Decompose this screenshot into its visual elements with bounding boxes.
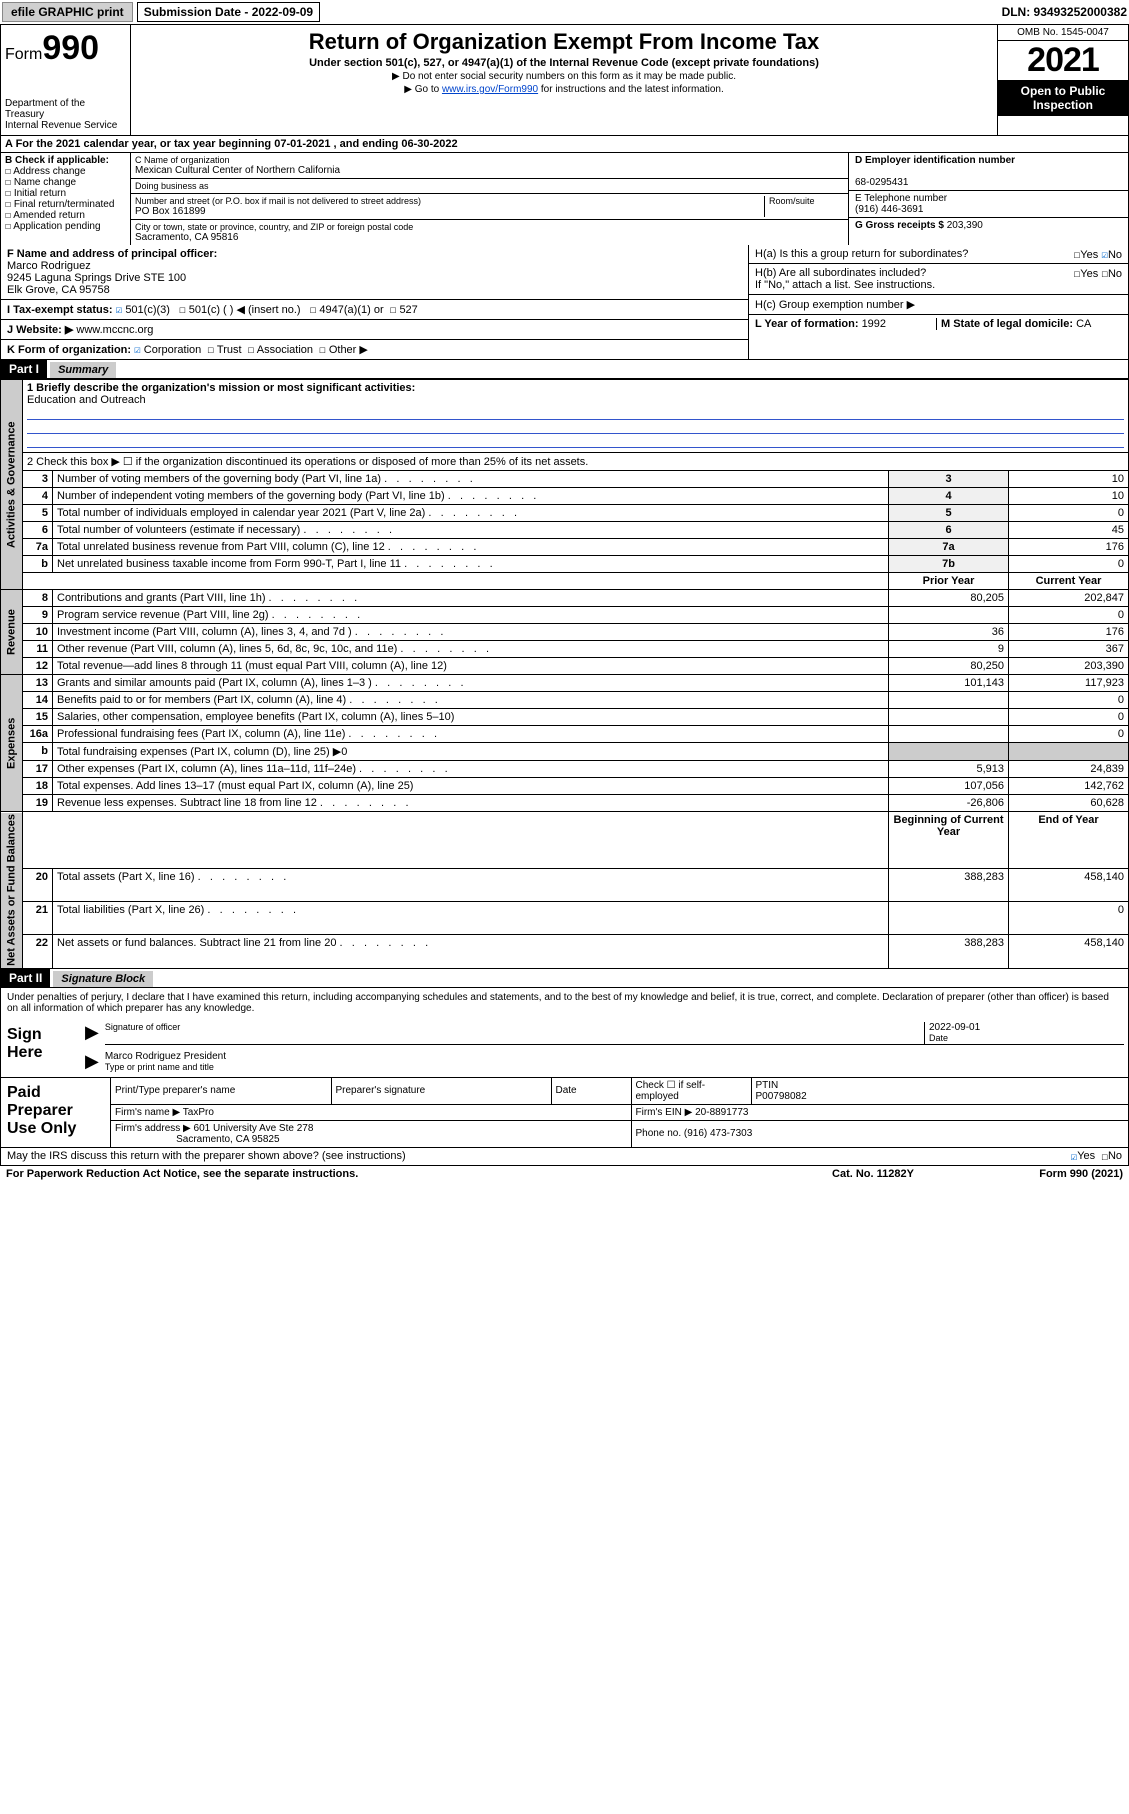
form-title: Return of Organization Exempt From Incom… (135, 29, 993, 55)
form-subtitle: Under section 501(c), 527, or 4947(a)(1)… (135, 57, 993, 69)
chk-amended[interactable] (5, 210, 11, 221)
chk-corp[interactable] (134, 343, 141, 356)
section-b-checkboxes: B Check if applicable: Address change Na… (1, 153, 131, 245)
chk-assoc[interactable] (248, 343, 255, 356)
room-suite: Room/suite (764, 196, 844, 217)
chk-app-pending[interactable] (5, 221, 11, 232)
name-caret-icon: ▶ (85, 1051, 99, 1073)
section-h-a: H(a) Is this a group return for subordin… (749, 245, 1128, 264)
section-k: K Form of organization: Corporation Trus… (1, 340, 748, 359)
chk-discuss-yes[interactable] (1071, 1150, 1078, 1163)
efile-topbar: efile GRAPHIC print Submission Date - 20… (0, 0, 1129, 25)
summary-table: Activities & Governance 1 Briefly descri… (0, 379, 1129, 969)
right-block: H(a) Is this a group return for subordin… (748, 245, 1128, 359)
form-instr1: ▶ Do not enter social security numbers o… (135, 71, 993, 82)
block-fhijklm: F Name and address of principal officer:… (0, 245, 1129, 360)
section-f: F Name and address of principal officer:… (1, 245, 748, 300)
header-right: OMB No. 1545-0047 2021 Open to Public In… (998, 25, 1128, 135)
sidelabel-revenue: Revenue (1, 590, 23, 675)
irs-link[interactable]: www.irs.gov/Form990 (442, 84, 538, 95)
header-title-block: Return of Organization Exempt From Incom… (131, 25, 998, 135)
section-h-b: H(b) Are all subordinates included? Yes … (749, 264, 1128, 295)
org-name: Mexican Cultural Center of Northern Cali… (135, 165, 844, 176)
omb-number: OMB No. 1545-0047 (998, 25, 1128, 41)
city-state-zip: Sacramento, CA 95816 (135, 232, 844, 243)
chk-address-change[interactable] (5, 166, 11, 177)
section-j: J Website: ▶ www.mccnc.org (1, 320, 748, 340)
perjury-declaration: Under penalties of perjury, I declare th… (1, 988, 1128, 1018)
q1-mission: 1 Briefly describe the organization's mi… (23, 380, 1129, 453)
chk-name-change[interactable] (5, 177, 11, 188)
phone-value: (916) 446-3691 (855, 204, 923, 215)
discuss-row: May the IRS discuss this return with the… (0, 1148, 1129, 1166)
efile-graphic-label: efile GRAPHIC print (2, 2, 133, 22)
q2-checkbox: 2 Check this box ▶ ☐ if the organization… (23, 453, 1129, 471)
section-d-e-g: D Employer identification number 68-0295… (848, 153, 1128, 245)
irs-label: Internal Revenue Service (5, 120, 126, 131)
section-i: I Tax-exempt status: 501(c)(3) 501(c) ( … (1, 300, 748, 320)
block-bcd: B Check if applicable: Address change Na… (0, 153, 1129, 245)
gross-receipts: 203,390 (947, 220, 983, 231)
part1-header: Part I Summary (0, 360, 1129, 379)
paid-preparer-label: Paid Preparer Use Only (1, 1078, 111, 1147)
left-block: F Name and address of principal officer:… (1, 245, 748, 359)
section-h-c: H(c) Group exemption number ▶ (749, 295, 1128, 315)
section-c-org-info: C Name of organization Mexican Cultural … (131, 153, 848, 245)
form-header: Form990 Department of the Treasury Inter… (0, 25, 1129, 136)
signature-block: Under penalties of perjury, I declare th… (0, 988, 1129, 1078)
chk-501c[interactable] (179, 303, 186, 316)
chk-other[interactable] (319, 343, 326, 356)
chk-final-return[interactable] (5, 199, 11, 210)
dept-treasury: Department of the Treasury (5, 98, 126, 120)
chk-4947[interactable] (310, 303, 317, 316)
chk-ha-no[interactable] (1101, 248, 1108, 261)
dln-label: DLN: 93493252000382 (1002, 5, 1127, 19)
chk-initial-return[interactable] (5, 188, 11, 199)
submission-date-box: Submission Date - 2022-09-09 (137, 2, 320, 22)
ein-value: 68-0295431 (855, 177, 908, 188)
website-value: www.mccnc.org (76, 324, 153, 336)
form-number: Form990 (5, 29, 126, 68)
sidelabel-governance: Activities & Governance (1, 380, 23, 590)
form-instr2: ▶ Go to www.irs.gov/Form990 for instruct… (135, 84, 993, 95)
part2-header: Part II Signature Block (0, 969, 1129, 988)
sign-here-label: Sign Here (1, 1018, 81, 1077)
section-lm: L Year of formation: 1992 M State of leg… (749, 315, 1128, 333)
chk-501c3[interactable] (116, 303, 123, 316)
tax-year: 2021 (998, 41, 1128, 80)
chk-discuss-no[interactable] (1101, 1150, 1108, 1163)
row-a-tax-year: A For the 2021 calendar year, or tax yea… (0, 136, 1129, 153)
open-to-public: Open to Public Inspection (998, 80, 1128, 116)
header-left: Form990 Department of the Treasury Inter… (1, 25, 131, 135)
sidelabel-netassets: Net Assets or Fund Balances (1, 812, 23, 969)
paid-preparer-block: Paid Preparer Use Only Print/Type prepar… (0, 1078, 1129, 1148)
sidelabel-expenses: Expenses (1, 675, 23, 812)
footer-last: For Paperwork Reduction Act Notice, see … (0, 1166, 1129, 1182)
chk-hb-no[interactable] (1101, 267, 1108, 280)
chk-527[interactable] (390, 303, 397, 316)
chk-trust[interactable] (207, 343, 214, 356)
street-address: PO Box 161899 (135, 206, 764, 217)
signature-caret-icon: ▶ (85, 1022, 99, 1045)
